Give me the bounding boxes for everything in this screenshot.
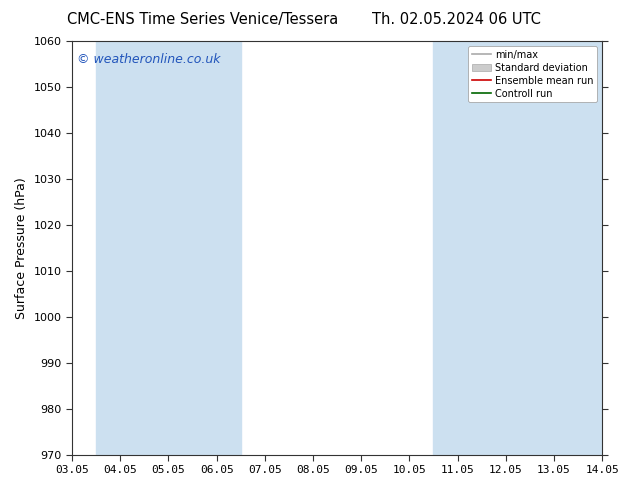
- Legend: min/max, Standard deviation, Ensemble mean run, Controll run: min/max, Standard deviation, Ensemble me…: [468, 46, 597, 102]
- Text: Th. 02.05.2024 06 UTC: Th. 02.05.2024 06 UTC: [372, 12, 541, 27]
- Bar: [434, 41, 578, 455]
- Y-axis label: Surface Pressure (hPa): Surface Pressure (hPa): [15, 177, 28, 318]
- Bar: [578, 41, 612, 455]
- Text: CMC-ENS Time Series Venice/Tessera: CMC-ENS Time Series Venice/Tessera: [67, 12, 339, 27]
- Bar: [96, 41, 241, 455]
- Text: © weatheronline.co.uk: © weatheronline.co.uk: [77, 53, 221, 67]
